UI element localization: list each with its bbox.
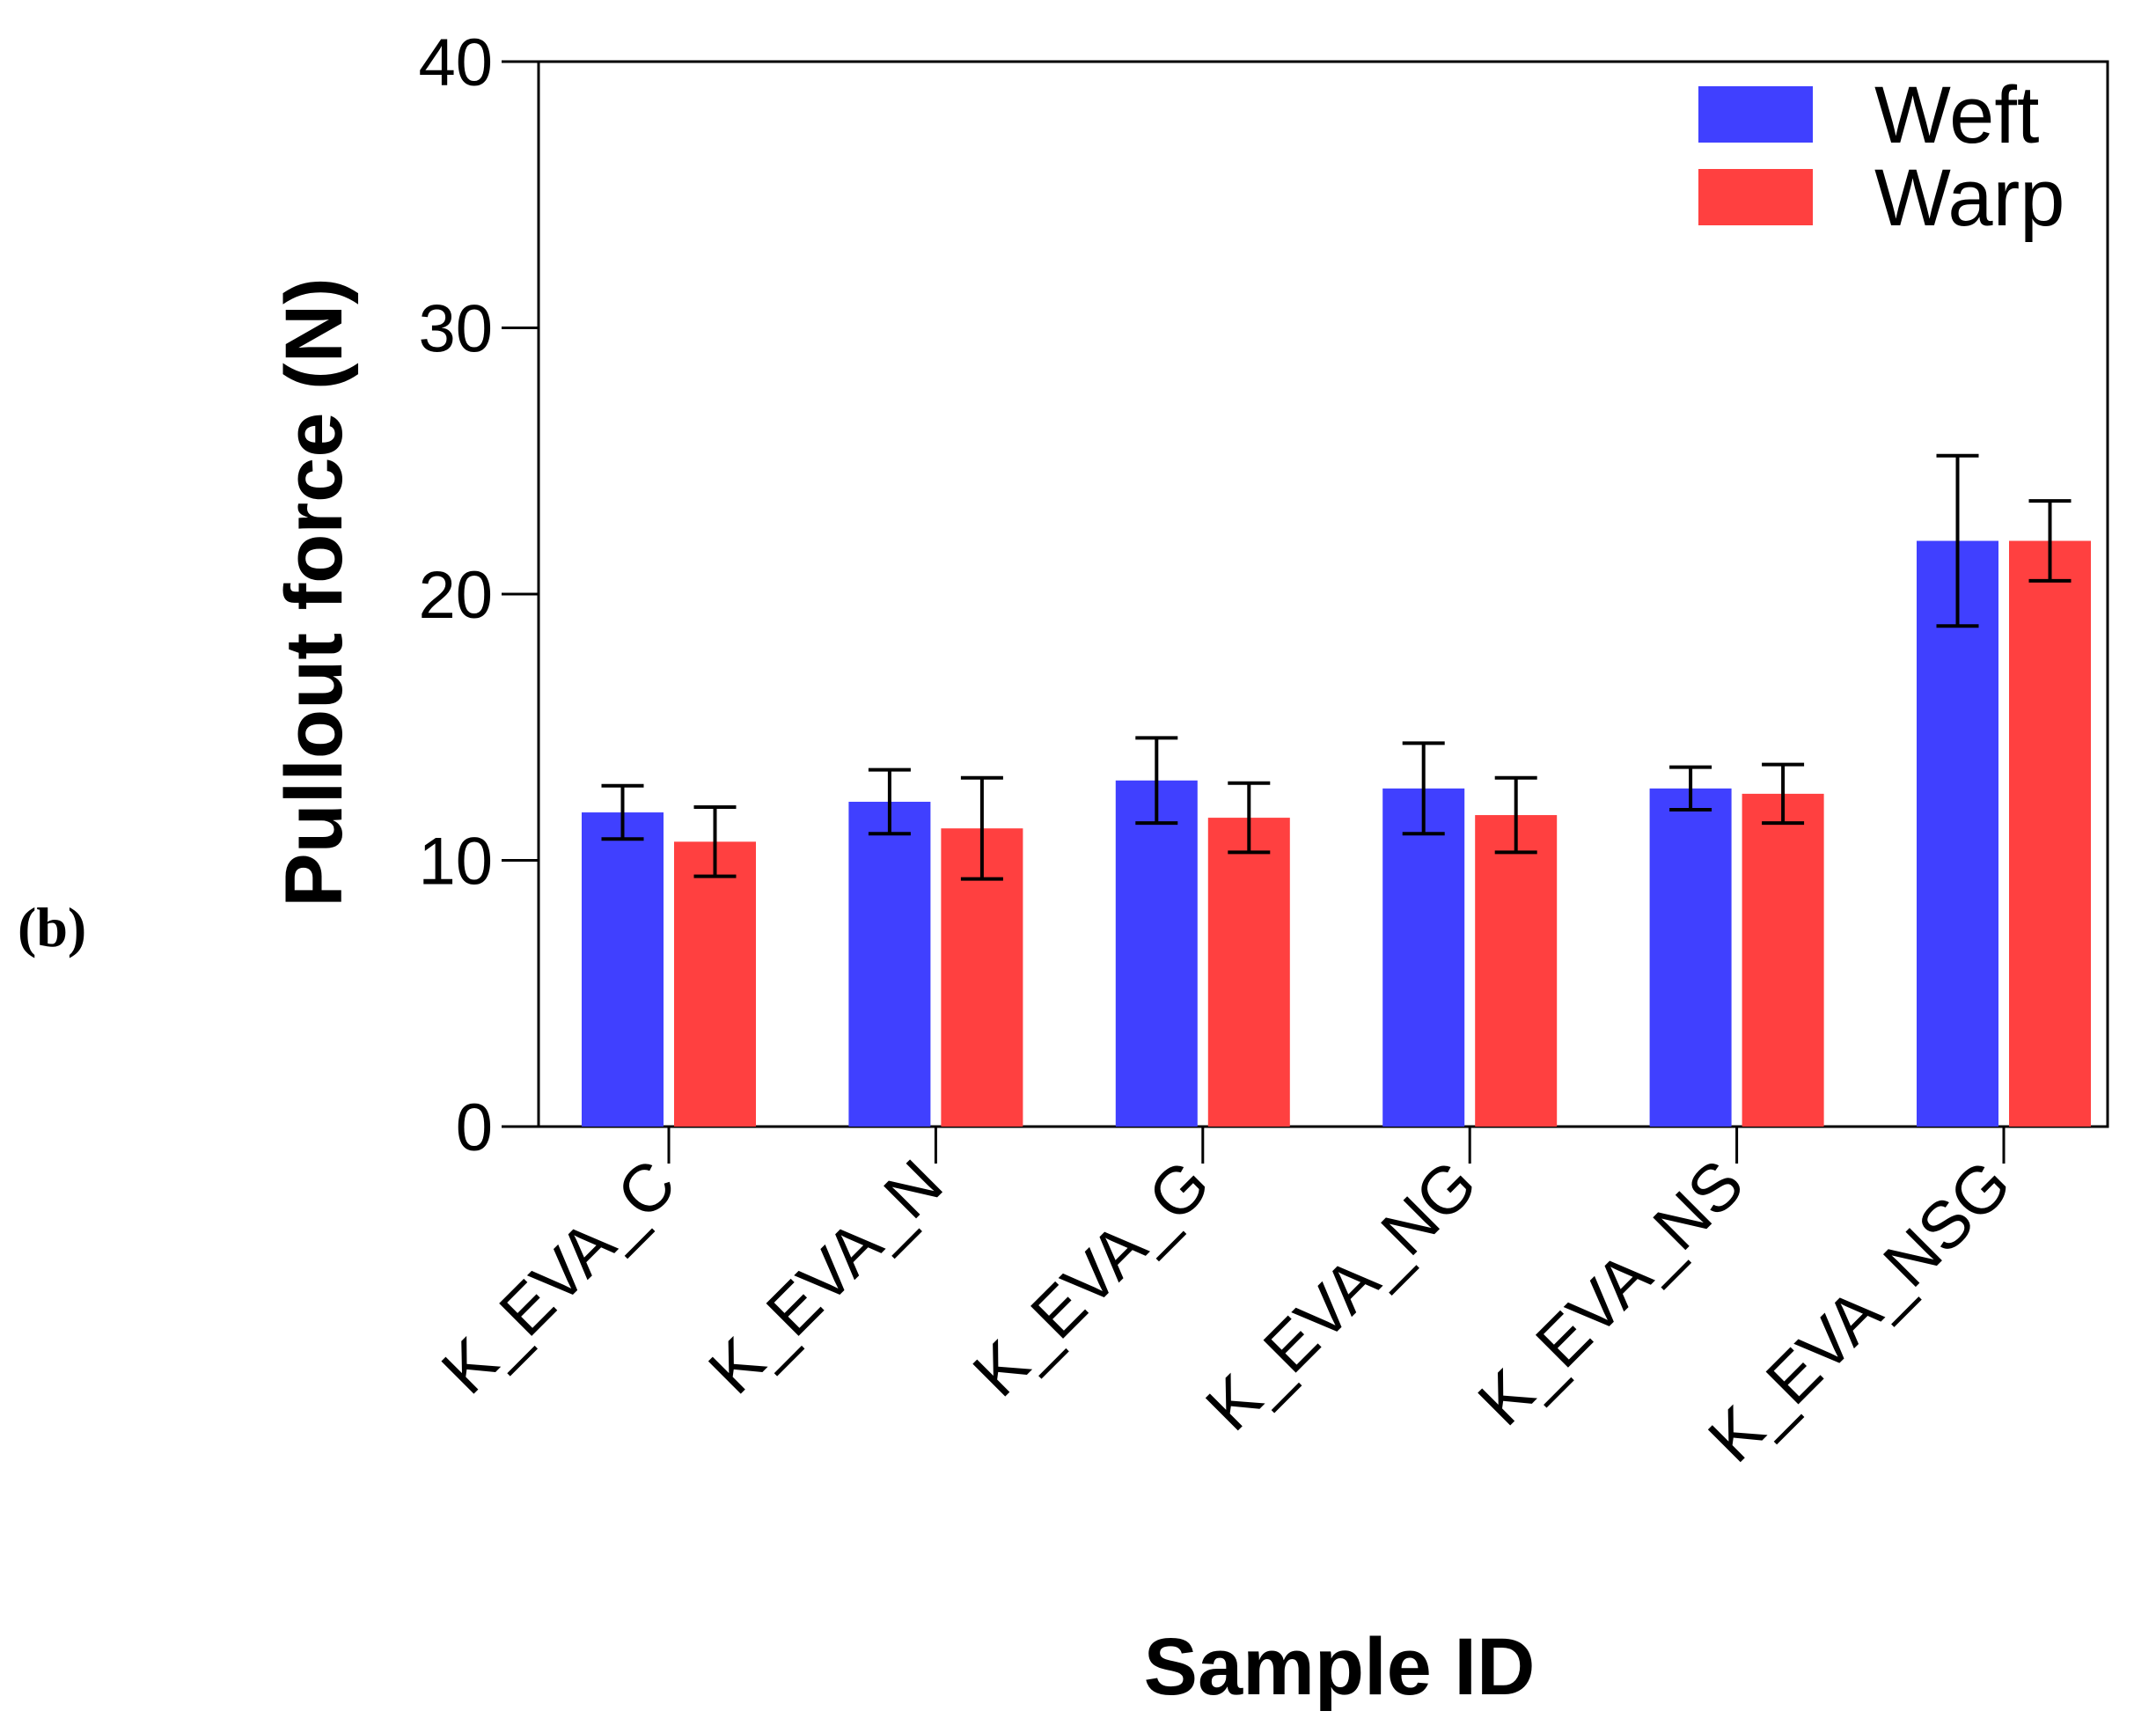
legend-swatch-warp (1698, 169, 1813, 225)
x-tick-label: K_EVA_NG (1192, 1146, 1491, 1445)
bar-weft-k-eva-c (582, 812, 664, 1127)
y-tick-label: 20 (418, 558, 493, 633)
y-tick-label: 40 (418, 26, 493, 100)
y-tick-label: 10 (418, 825, 493, 900)
legend-label-warp: Warp (1874, 153, 2064, 243)
bar-warp-k-eva-g (1207, 818, 1290, 1127)
bar-warp-k-eva-ns (1742, 793, 1824, 1127)
y-tick-label: 0 (456, 1090, 493, 1165)
x-tick-label: K_EVA_N (694, 1146, 957, 1408)
x-tick-label: K_EVA_G (959, 1146, 1224, 1411)
bar-warp-k-eva-ng (1475, 815, 1558, 1127)
x-tick-label: K_EVA_C (428, 1146, 690, 1408)
panel-label: (b) (18, 896, 86, 958)
bar-weft-k-eva-g (1115, 780, 1198, 1127)
bar-warp-k-eva-nsg (2009, 540, 2091, 1127)
y-axis-title: Pullout force (N) (269, 277, 359, 907)
legend-label-weft: Weft (1874, 70, 2039, 160)
legend-swatch-weft (1698, 86, 1813, 143)
bar-weft-k-eva-ns (1649, 788, 1732, 1127)
bar-weft-k-eva-nsg (1917, 540, 1998, 1127)
bar-weft-k-eva-ng (1382, 788, 1465, 1127)
plot-area: 0 10 20 30 40 K_EVA_C K_EVA_N K_EVA_GK_EVA_NGK_… (418, 26, 2109, 1477)
bar-weft-k-eva-n (848, 801, 931, 1127)
legend: Weft Warp (1698, 70, 2064, 243)
x-axis-title: Sample ID (1144, 1622, 1536, 1712)
x-tick-label: K_EVA_NS (1464, 1146, 1758, 1440)
bar-warp-k-eva-c (674, 841, 756, 1127)
plot-frame (537, 60, 2109, 1128)
y-tick-label: 30 (418, 292, 493, 367)
